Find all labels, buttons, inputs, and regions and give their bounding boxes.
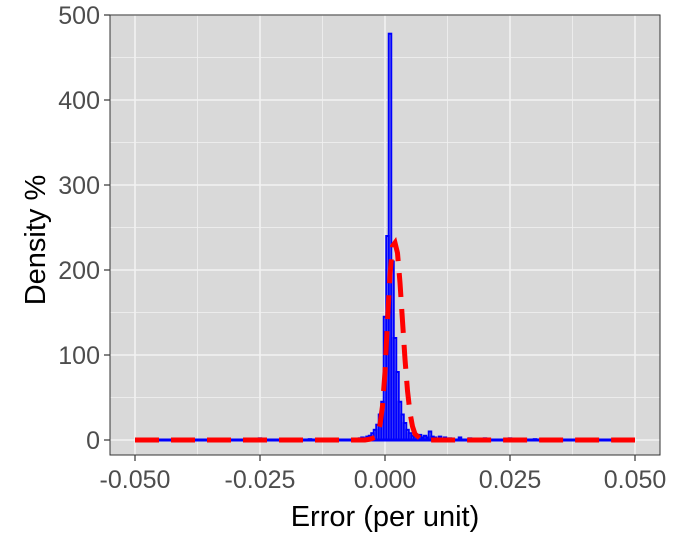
y-tick-label: 0 <box>86 427 100 455</box>
x-tick-label: 0.000 <box>354 466 417 494</box>
y-axis: 0 100 200 300 400 500 <box>58 2 110 455</box>
x-tick-label: 0.025 <box>479 466 542 494</box>
y-axis-title: Density % <box>20 175 52 306</box>
y-tick-label: 300 <box>58 172 100 200</box>
y-tick-label: 100 <box>58 342 100 370</box>
y-tick-label: 400 <box>58 87 100 115</box>
x-tick-label: -0.050 <box>100 466 171 494</box>
x-tick-label: -0.025 <box>225 466 296 494</box>
y-tick-label: 200 <box>58 257 100 285</box>
x-axis: -0.050 -0.025 0.000 0.025 0.050 <box>100 455 667 494</box>
x-axis-title: Error (per unit) <box>291 501 480 533</box>
fitted-curve <box>135 237 635 443</box>
y-tick-label: 500 <box>58 2 100 30</box>
x-tick-label: 0.050 <box>604 466 667 494</box>
